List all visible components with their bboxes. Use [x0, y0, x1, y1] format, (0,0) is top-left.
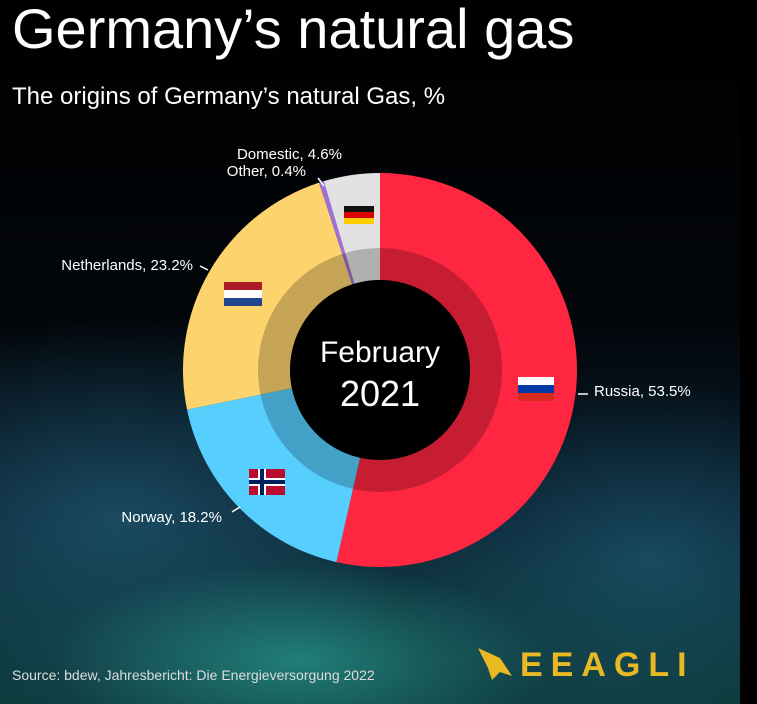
data-label: Russia, 53.5%: [594, 383, 691, 400]
flag-germany: [344, 206, 374, 224]
leader-line: [231, 506, 241, 513]
hole: [290, 280, 470, 460]
donut: [183, 173, 577, 567]
data-label: Domestic, 4.6%: [237, 146, 342, 163]
source-note: Source: bdew, Jahresbericht: Die Energie…: [12, 667, 375, 683]
data-label: Other, 0.4%: [227, 163, 306, 180]
center-label: 2021: [340, 373, 420, 414]
chart-subtitle: The origins of Germany’s natural Gas, %: [12, 83, 445, 110]
center-label: February: [320, 336, 440, 369]
inner-shade: [258, 248, 502, 492]
data-label: Norway, 18.2%: [121, 509, 222, 526]
logo-icon: [478, 648, 512, 680]
slice: [183, 182, 353, 410]
edge-strip: [740, 0, 757, 704]
slice: [323, 173, 380, 284]
leader-line: [317, 177, 325, 187]
flag-netherlands: [224, 282, 262, 306]
flag-russia: [518, 377, 554, 401]
chart-title: Germany’s natural gas: [12, 0, 574, 60]
slice: [319, 181, 355, 285]
flag-norway: [249, 469, 285, 495]
slice: [336, 173, 577, 567]
leader-line: [199, 265, 209, 271]
logo-text: EEAGLI: [520, 646, 695, 684]
data-label: Netherlands, 23.2%: [61, 257, 193, 274]
